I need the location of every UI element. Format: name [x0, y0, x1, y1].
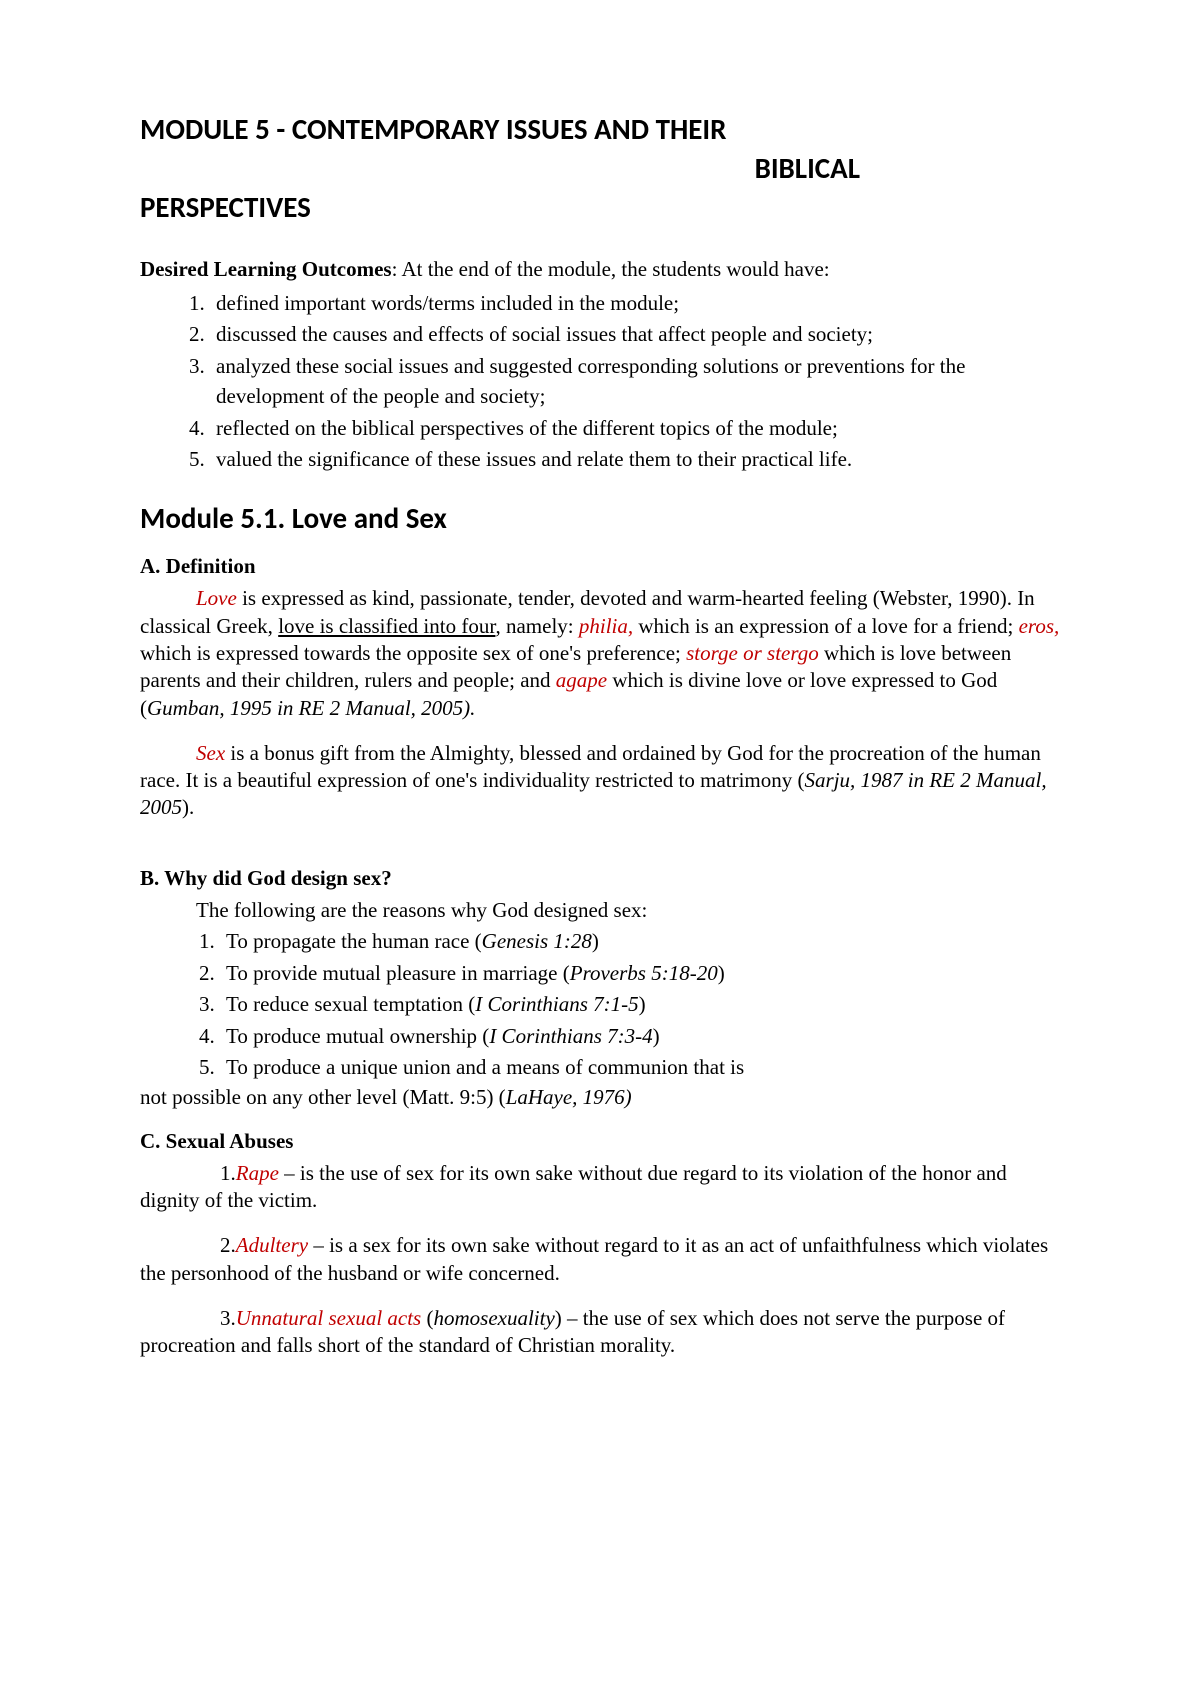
tail-citation: LaHaye, 1976)	[506, 1085, 632, 1109]
abuse-term: Unnatural sexual acts	[236, 1306, 421, 1330]
abuse-num: 3.	[140, 1305, 236, 1332]
reasons-list: To propagate the human race (Genesis 1:2…	[140, 926, 1060, 1084]
reason-end: )	[639, 992, 646, 1016]
reason-ref: Genesis 1:28	[482, 929, 592, 953]
abuse-item: 3. Unnatural sexual acts (homosexuality)…	[140, 1305, 1060, 1360]
abuse-item: 1. Rape – is the use of sex for its own …	[140, 1160, 1060, 1215]
section-c-heading: C. Sexual Abuses	[140, 1129, 1060, 1154]
abuse-paren: (	[421, 1306, 433, 1330]
love-text: which is expressed towards the opposite …	[140, 641, 686, 665]
outcome-item: analyzed these social issues and suggest…	[210, 351, 1060, 412]
love-paragraph: Love is expressed as kind, passionate, t…	[140, 585, 1060, 721]
love-citation: Gumban, 1995 in RE 2 Manual, 2005).	[147, 696, 475, 720]
reason-item: To produce mutual ownership (I Corinthia…	[220, 1021, 1060, 1053]
module-title: MODULE 5 - CONTEMPORARY ISSUES AND THEIR…	[140, 110, 1060, 227]
reason-end: )	[653, 1024, 660, 1048]
title-line-3: PERSPECTIVES	[140, 188, 1060, 227]
reason-item: To propagate the human race (Genesis 1:2…	[220, 926, 1060, 958]
outcome-item: reflected on the biblical perspectives o…	[210, 413, 1060, 443]
reason-text: To propagate the human race (	[226, 929, 482, 953]
abuse-num: 1.	[140, 1160, 236, 1187]
title-line-2: BIBLICAL	[140, 149, 1060, 188]
reason-item: To provide mutual pleasure in marriage (…	[220, 958, 1060, 990]
abuse-paren-end: )	[555, 1306, 562, 1330]
love-text: which is an expression of a love for a f…	[633, 614, 1018, 638]
sex-term: Sex	[196, 741, 225, 765]
reason-text: To reduce sexual temptation (	[226, 992, 475, 1016]
tail-text: not possible on any other level (Matt. 9…	[140, 1085, 506, 1109]
dlo-label: Desired Learning Outcomes	[140, 257, 392, 281]
abuse-term: Rape	[236, 1161, 279, 1185]
love-text: , namely:	[495, 614, 578, 638]
outcome-item: discussed the causes and effects of soci…	[210, 319, 1060, 349]
love-underline: love is classified into four	[278, 614, 495, 638]
eros-term: eros,	[1019, 614, 1060, 638]
section-a-heading: A. Definition	[140, 554, 1060, 579]
reason-end: )	[718, 961, 725, 985]
document-page: MODULE 5 - CONTEMPORARY ISSUES AND THEIR…	[0, 0, 1200, 1697]
reason-text: To produce a unique union and a means of…	[226, 1055, 744, 1079]
reason-ref: Proverbs 5:18-20	[570, 961, 718, 985]
sex-text: ).	[182, 795, 194, 819]
outcomes-list: defined important words/terms included i…	[140, 288, 1060, 475]
reason-item: To reduce sexual temptation (I Corinthia…	[220, 989, 1060, 1021]
abuse-term: Adultery	[236, 1233, 308, 1257]
section-b-heading: B. Why did God design sex?	[140, 866, 1060, 891]
reason-end: )	[592, 929, 599, 953]
module-subtitle: Module 5.1. Love and Sex	[140, 500, 1060, 536]
reason-ref: I Corinthians 7:1-5	[475, 992, 638, 1016]
love-term: Love	[196, 586, 237, 610]
philia-term: philia,	[579, 614, 633, 638]
agape-term: agape	[556, 668, 607, 692]
outcome-item: defined important words/terms included i…	[210, 288, 1060, 318]
outcome-item: valued the significance of these issues …	[210, 444, 1060, 474]
abuse-num: 2.	[140, 1232, 236, 1259]
reason-ref: I Corinthians 7:3-4	[489, 1024, 652, 1048]
reason-text: To produce mutual ownership (	[226, 1024, 489, 1048]
reason-item: To produce a unique union and a means of…	[220, 1052, 1060, 1084]
title-line-1: MODULE 5 - CONTEMPORARY ISSUES AND THEIR	[140, 110, 1060, 149]
dlo-paragraph: Desired Learning Outcomes: At the end of…	[140, 255, 1060, 283]
storge-term: storge or stergo	[686, 641, 819, 665]
sex-paragraph: Sex is a bonus gift from the Almighty, b…	[140, 740, 1060, 822]
abuse-item: 2. Adultery – is a sex for its own sake …	[140, 1232, 1060, 1287]
reasons-intro: The following are the reasons why God de…	[140, 897, 1060, 924]
abuse-paren-italic: homosexuality	[433, 1306, 554, 1330]
dlo-intro: : At the end of the module, the students…	[392, 257, 830, 281]
reason-text: To provide mutual pleasure in marriage (	[226, 961, 570, 985]
reasons-tail: not possible on any other level (Matt. 9…	[140, 1084, 1060, 1111]
